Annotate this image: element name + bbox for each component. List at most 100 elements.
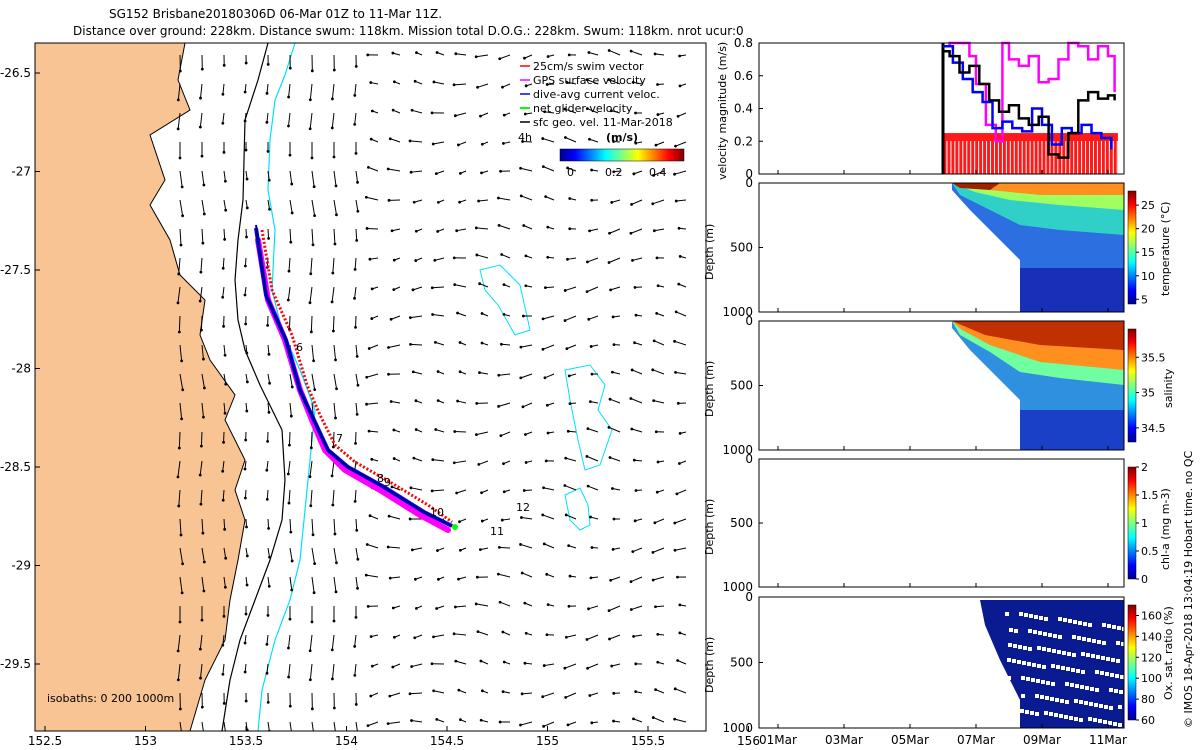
velocity-arrow bbox=[475, 253, 489, 259]
velocity-arrow bbox=[266, 315, 270, 327]
oxygen-gap bbox=[1051, 682, 1055, 686]
velocity-arrow bbox=[333, 518, 337, 536]
velocity-arrow bbox=[656, 112, 665, 116]
oxygen-gap bbox=[1066, 667, 1070, 671]
oxygen-gap bbox=[1102, 641, 1106, 645]
velocity-arrow bbox=[287, 489, 291, 505]
velocity-arrow bbox=[245, 547, 249, 558]
velocity-arrow bbox=[546, 431, 555, 435]
velocity-arrow bbox=[524, 431, 533, 436]
velocity-arrow bbox=[567, 544, 577, 549]
velocity-arrow bbox=[355, 170, 359, 184]
oxygen-gap bbox=[1050, 697, 1054, 701]
velocity-arrow bbox=[651, 576, 665, 582]
velocity-arrow bbox=[201, 721, 204, 731]
oxygen-gap bbox=[1035, 712, 1039, 716]
velocity-arrow bbox=[201, 344, 205, 361]
velocity-arrow bbox=[365, 402, 379, 406]
velocity-arrow bbox=[585, 78, 599, 85]
velocity-arrow bbox=[243, 286, 247, 297]
temperature-colorbar-ticks: 5 10 15 20 25 bbox=[1136, 199, 1155, 306]
velocity-arrow bbox=[633, 286, 643, 289]
velocity-arrow bbox=[610, 663, 621, 668]
velocity-arrow bbox=[608, 228, 621, 235]
velocity-arrow bbox=[589, 576, 599, 580]
velocity-arrow bbox=[243, 663, 247, 674]
temperature-colorbar-label: temperature (°C) bbox=[1159, 202, 1172, 296]
oxygen-gap bbox=[1021, 676, 1025, 680]
oxygen-gap bbox=[1029, 614, 1033, 618]
map-frame bbox=[34, 42, 707, 732]
oxygen-gap bbox=[1092, 639, 1096, 643]
velocity-arrow bbox=[655, 489, 665, 494]
day-label-10: 10 bbox=[430, 506, 444, 519]
velocity-arrow bbox=[564, 513, 577, 520]
velocity-arrow bbox=[222, 54, 226, 67]
velocity-arrow bbox=[523, 112, 533, 116]
velocity-arrow bbox=[674, 370, 687, 375]
velocity-arrow bbox=[353, 257, 357, 271]
velocity-arrow bbox=[480, 689, 489, 694]
oxygen-gap bbox=[1008, 643, 1012, 647]
velocity-arrow bbox=[633, 518, 643, 523]
velocity-arrow bbox=[566, 721, 577, 727]
oxygen-gap bbox=[1027, 662, 1031, 666]
velocity-arrow bbox=[612, 170, 621, 174]
velocity-arrow bbox=[331, 663, 335, 681]
velocity-arrow bbox=[519, 166, 533, 172]
velocity-arrow bbox=[480, 141, 489, 146]
velocity-arrow bbox=[431, 313, 445, 317]
velocity-arrow bbox=[267, 344, 271, 356]
velocity-arrow bbox=[502, 312, 511, 317]
oxygen-gap bbox=[1055, 698, 1059, 702]
oxygen-gap bbox=[1118, 705, 1122, 709]
title-line-2: Distance over ground: 228km. Distance sw… bbox=[73, 24, 744, 38]
velocity-arrow bbox=[656, 83, 665, 86]
velocity-arrow bbox=[389, 400, 401, 404]
oxygen-gap bbox=[1052, 649, 1056, 653]
velocity-arrow bbox=[412, 456, 423, 462]
velocity-arrow bbox=[267, 170, 271, 182]
salinity-y-ticks: 0 500 1000 bbox=[722, 314, 763, 457]
day-label-6: 6 bbox=[296, 341, 303, 354]
velocity-arrow bbox=[656, 632, 665, 636]
oxygen-gap bbox=[1007, 658, 1011, 662]
velocity-arrow bbox=[369, 137, 379, 143]
map-x-tick-label: 152.5 bbox=[28, 734, 62, 748]
velocity-arrow bbox=[630, 368, 643, 375]
velocity-arrow bbox=[390, 228, 401, 233]
velocity-arrow bbox=[678, 631, 687, 636]
map-y-tick-label: -26.5 bbox=[0, 66, 31, 80]
oxygen-gap bbox=[1017, 660, 1021, 664]
velocity-arrow bbox=[545, 83, 555, 86]
velocity-arrow bbox=[392, 457, 401, 462]
depth-tick-label: 0 bbox=[745, 590, 753, 604]
velocity-arrow bbox=[436, 399, 445, 404]
velocity-arrow bbox=[333, 373, 338, 391]
velocity-arrow bbox=[453, 430, 467, 433]
velocity-arrow bbox=[434, 428, 445, 433]
oxygen-gap bbox=[1109, 688, 1113, 692]
velocity-arrow bbox=[311, 576, 316, 595]
velocity-arrow bbox=[364, 195, 379, 201]
velocity-arrow bbox=[288, 605, 292, 621]
velocity-arrow bbox=[332, 54, 336, 72]
oxygen-gap bbox=[1033, 630, 1037, 634]
velocity-arrow bbox=[656, 460, 665, 464]
velocity-arrow bbox=[179, 228, 183, 247]
eddy-contour-2 bbox=[564, 364, 613, 471]
velocity-arrow bbox=[289, 547, 294, 563]
velocity-arrow bbox=[200, 315, 203, 332]
velocity-arrow bbox=[501, 630, 511, 636]
velocity-arrow bbox=[289, 373, 294, 389]
velocity-arrow bbox=[289, 199, 294, 215]
colorbar-title: (m/s) bbox=[606, 131, 638, 144]
velocity-arrow bbox=[410, 719, 423, 723]
velocity-arrow bbox=[222, 315, 225, 328]
velocity-arrow bbox=[563, 663, 577, 670]
velocity-arrow bbox=[520, 571, 533, 578]
velocity-arrow bbox=[199, 257, 203, 274]
velocity-arrow bbox=[266, 431, 270, 443]
velocity-arrow bbox=[631, 80, 643, 85]
depth-tick-label: 0 bbox=[745, 314, 753, 328]
